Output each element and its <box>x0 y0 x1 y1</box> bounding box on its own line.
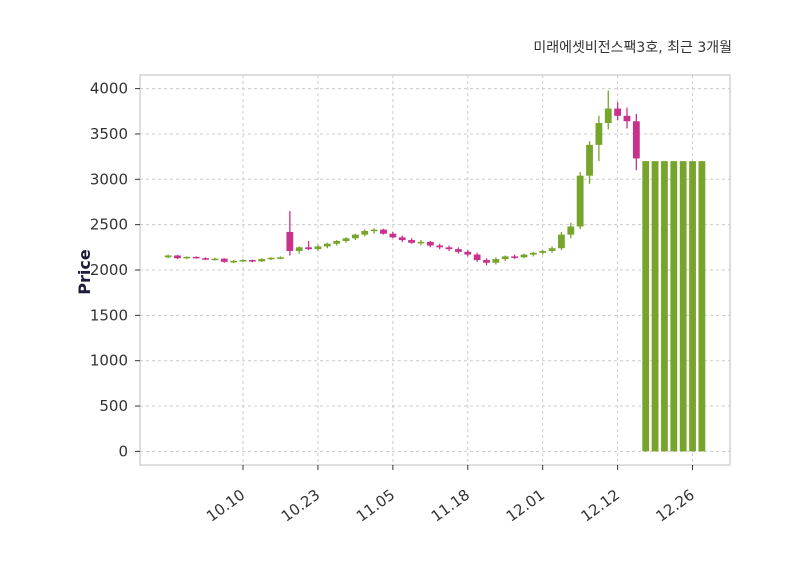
svg-text:3000: 3000 <box>90 170 128 188</box>
y-tick-labels: 0 500 1000 1500 2000 2500 3000 3500 4000 <box>90 80 128 461</box>
svg-text:1500: 1500 <box>90 306 128 324</box>
svg-text:12.12: 12.12 <box>578 486 623 526</box>
candles-layer <box>164 90 706 452</box>
tick-marks <box>135 88 694 470</box>
y-axis-label: Price <box>75 249 94 295</box>
svg-text:12.01: 12.01 <box>503 486 548 526</box>
svg-text:3500: 3500 <box>90 125 128 143</box>
svg-text:0: 0 <box>118 442 128 460</box>
svg-text:2500: 2500 <box>90 216 128 234</box>
svg-text:10.23: 10.23 <box>278 486 323 526</box>
chart-title: 미래에셋비전스팩3호, 최근 3개월 <box>533 40 732 56</box>
x-tick-labels: 10.10 10.23 11.05 11.18 12.01 12.12 12.26 <box>203 486 698 526</box>
svg-text:500: 500 <box>99 397 128 415</box>
grid-layer <box>140 75 730 465</box>
svg-text:12.26: 12.26 <box>653 486 698 526</box>
svg-text:10.10: 10.10 <box>203 486 248 526</box>
svg-text:4000: 4000 <box>90 80 128 98</box>
svg-text:11.05: 11.05 <box>353 486 398 526</box>
svg-text:2000: 2000 <box>90 261 128 279</box>
svg-text:1000: 1000 <box>90 352 128 370</box>
svg-text:11.18: 11.18 <box>428 486 473 526</box>
